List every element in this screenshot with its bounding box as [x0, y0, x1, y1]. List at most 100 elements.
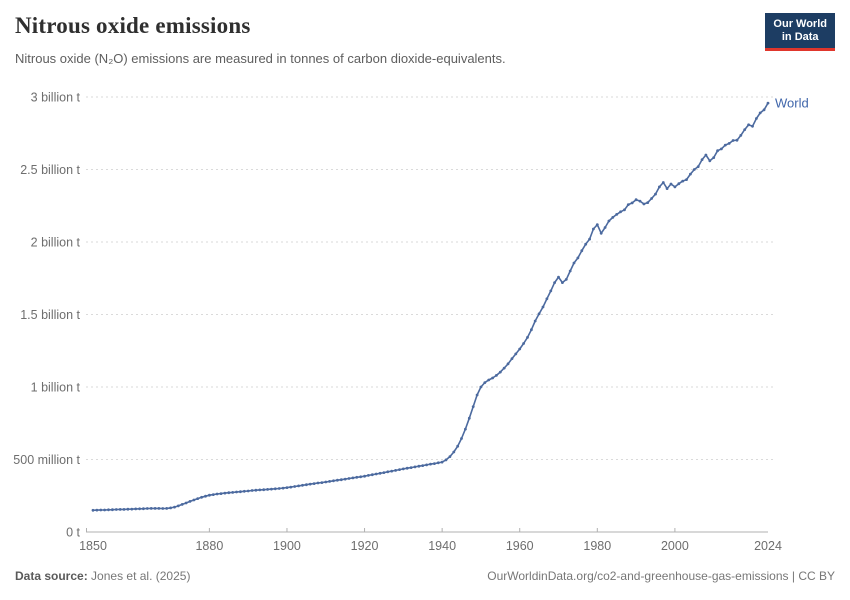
data-point-marker [731, 139, 735, 142]
data-point-marker [433, 462, 436, 465]
data-point-marker [126, 507, 130, 511]
data-point-marker [689, 172, 692, 176]
data-point-marker [723, 143, 727, 147]
data-point-marker [332, 479, 335, 483]
data-point-marker [755, 117, 758, 120]
world-series-line[interactable] [92, 102, 769, 512]
data-point-marker [471, 405, 475, 408]
data-point-marker [452, 450, 456, 454]
y-axis-tick-label: 0 t [66, 526, 80, 540]
data-point-marker [735, 138, 739, 142]
data-point-marker [708, 159, 712, 163]
data-point-marker [584, 242, 588, 246]
data-point-marker [374, 472, 378, 476]
data-point-marker [436, 461, 440, 465]
license-link[interactable]: CC BY [798, 569, 835, 583]
data-point-marker [479, 385, 483, 389]
x-axis-tick-label: 1920 [351, 539, 379, 553]
data-point-marker [312, 482, 316, 485]
data-point-marker [394, 469, 397, 472]
owid-url-link[interactable]: OurWorldinData.org/co2-and-greenhouse-ga… [487, 569, 789, 583]
data-point-marker [630, 201, 634, 205]
data-point-marker [285, 486, 289, 489]
x-axis-tick-label: 1880 [195, 539, 223, 553]
data-point-marker [250, 489, 254, 492]
world-series[interactable] [91, 101, 770, 512]
data-point-marker [367, 474, 370, 477]
data-point-marker [681, 179, 685, 183]
data-point-marker [99, 508, 103, 512]
y-axis-tick-label: 2.5 billion t [20, 163, 80, 177]
data-point-marker [495, 374, 498, 377]
data-point-marker [599, 231, 603, 235]
data-point-marker [588, 237, 591, 241]
data-point-marker [235, 490, 238, 494]
data-point-marker [339, 478, 343, 482]
page-subtitle: Nitrous oxide (N₂O) emissions are measur… [15, 51, 506, 66]
data-point-marker [743, 128, 747, 132]
data-point-marker [642, 202, 646, 206]
data-point-marker [417, 464, 421, 468]
data-point-marker [355, 475, 359, 479]
data-point-marker [502, 366, 506, 370]
data-point-marker [685, 178, 688, 182]
data-point-marker [498, 370, 502, 374]
data-point-marker [134, 507, 138, 511]
data-source-name[interactable]: Jones et al. (2025) [91, 569, 191, 583]
data-point-marker [409, 466, 413, 469]
data-point-marker [103, 508, 106, 512]
data-point-marker [343, 477, 347, 481]
data-point-marker [475, 393, 479, 397]
x-axis-tick-label: 2000 [661, 539, 689, 553]
data-point-marker [747, 123, 750, 127]
data-point-marker [444, 458, 448, 462]
data-point-marker [215, 492, 219, 496]
data-point-marker [483, 381, 487, 384]
data-point-marker [704, 153, 708, 157]
data-point-marker [301, 483, 304, 487]
data-point-marker [518, 347, 522, 351]
owid-logo[interactable]: Our World in Data [765, 13, 835, 51]
series-entity-label[interactable]: World [775, 96, 809, 111]
data-point-marker [149, 507, 153, 510]
data-point-marker [580, 249, 584, 253]
data-point-marker [514, 352, 518, 356]
data-point-marker [549, 289, 553, 293]
data-point-marker [242, 489, 246, 493]
data-point-marker [522, 342, 525, 345]
data-point-marker [553, 281, 556, 284]
data-point-marker [595, 223, 599, 227]
data-point-marker [545, 297, 549, 301]
x-axis-tick-label: 2024 [754, 539, 782, 553]
data-point-marker [665, 187, 669, 191]
data-point-marker [95, 508, 99, 512]
data-point-marker [227, 491, 231, 495]
data-point-marker [122, 508, 126, 511]
data-point-marker [564, 278, 568, 281]
y-axis-tick-label: 2 billion t [31, 236, 81, 250]
data-point-marker [646, 201, 650, 205]
data-point-marker [669, 182, 673, 186]
data-point-marker [114, 508, 118, 511]
data-point-marker [157, 507, 161, 510]
data-point-marker [650, 197, 653, 200]
data-point-marker [231, 491, 235, 494]
data-point-marker [173, 505, 176, 509]
data-point-marker [506, 362, 510, 366]
data-point-marker [336, 478, 339, 482]
data-point-marker [696, 165, 700, 169]
data-point-marker [204, 494, 207, 498]
data-point-marker [308, 482, 312, 486]
data-point-marker [576, 256, 580, 260]
data-point-marker [145, 507, 149, 510]
data-point-marker [677, 182, 681, 186]
data-point-marker [351, 476, 355, 480]
data-point-marker [611, 216, 615, 219]
data-point-marker [464, 427, 467, 431]
data-point-marker [223, 491, 227, 495]
data-point-marker [429, 462, 432, 466]
data-point-marker [716, 149, 719, 153]
data-point-marker [316, 481, 320, 485]
data-point-marker [211, 493, 215, 496]
